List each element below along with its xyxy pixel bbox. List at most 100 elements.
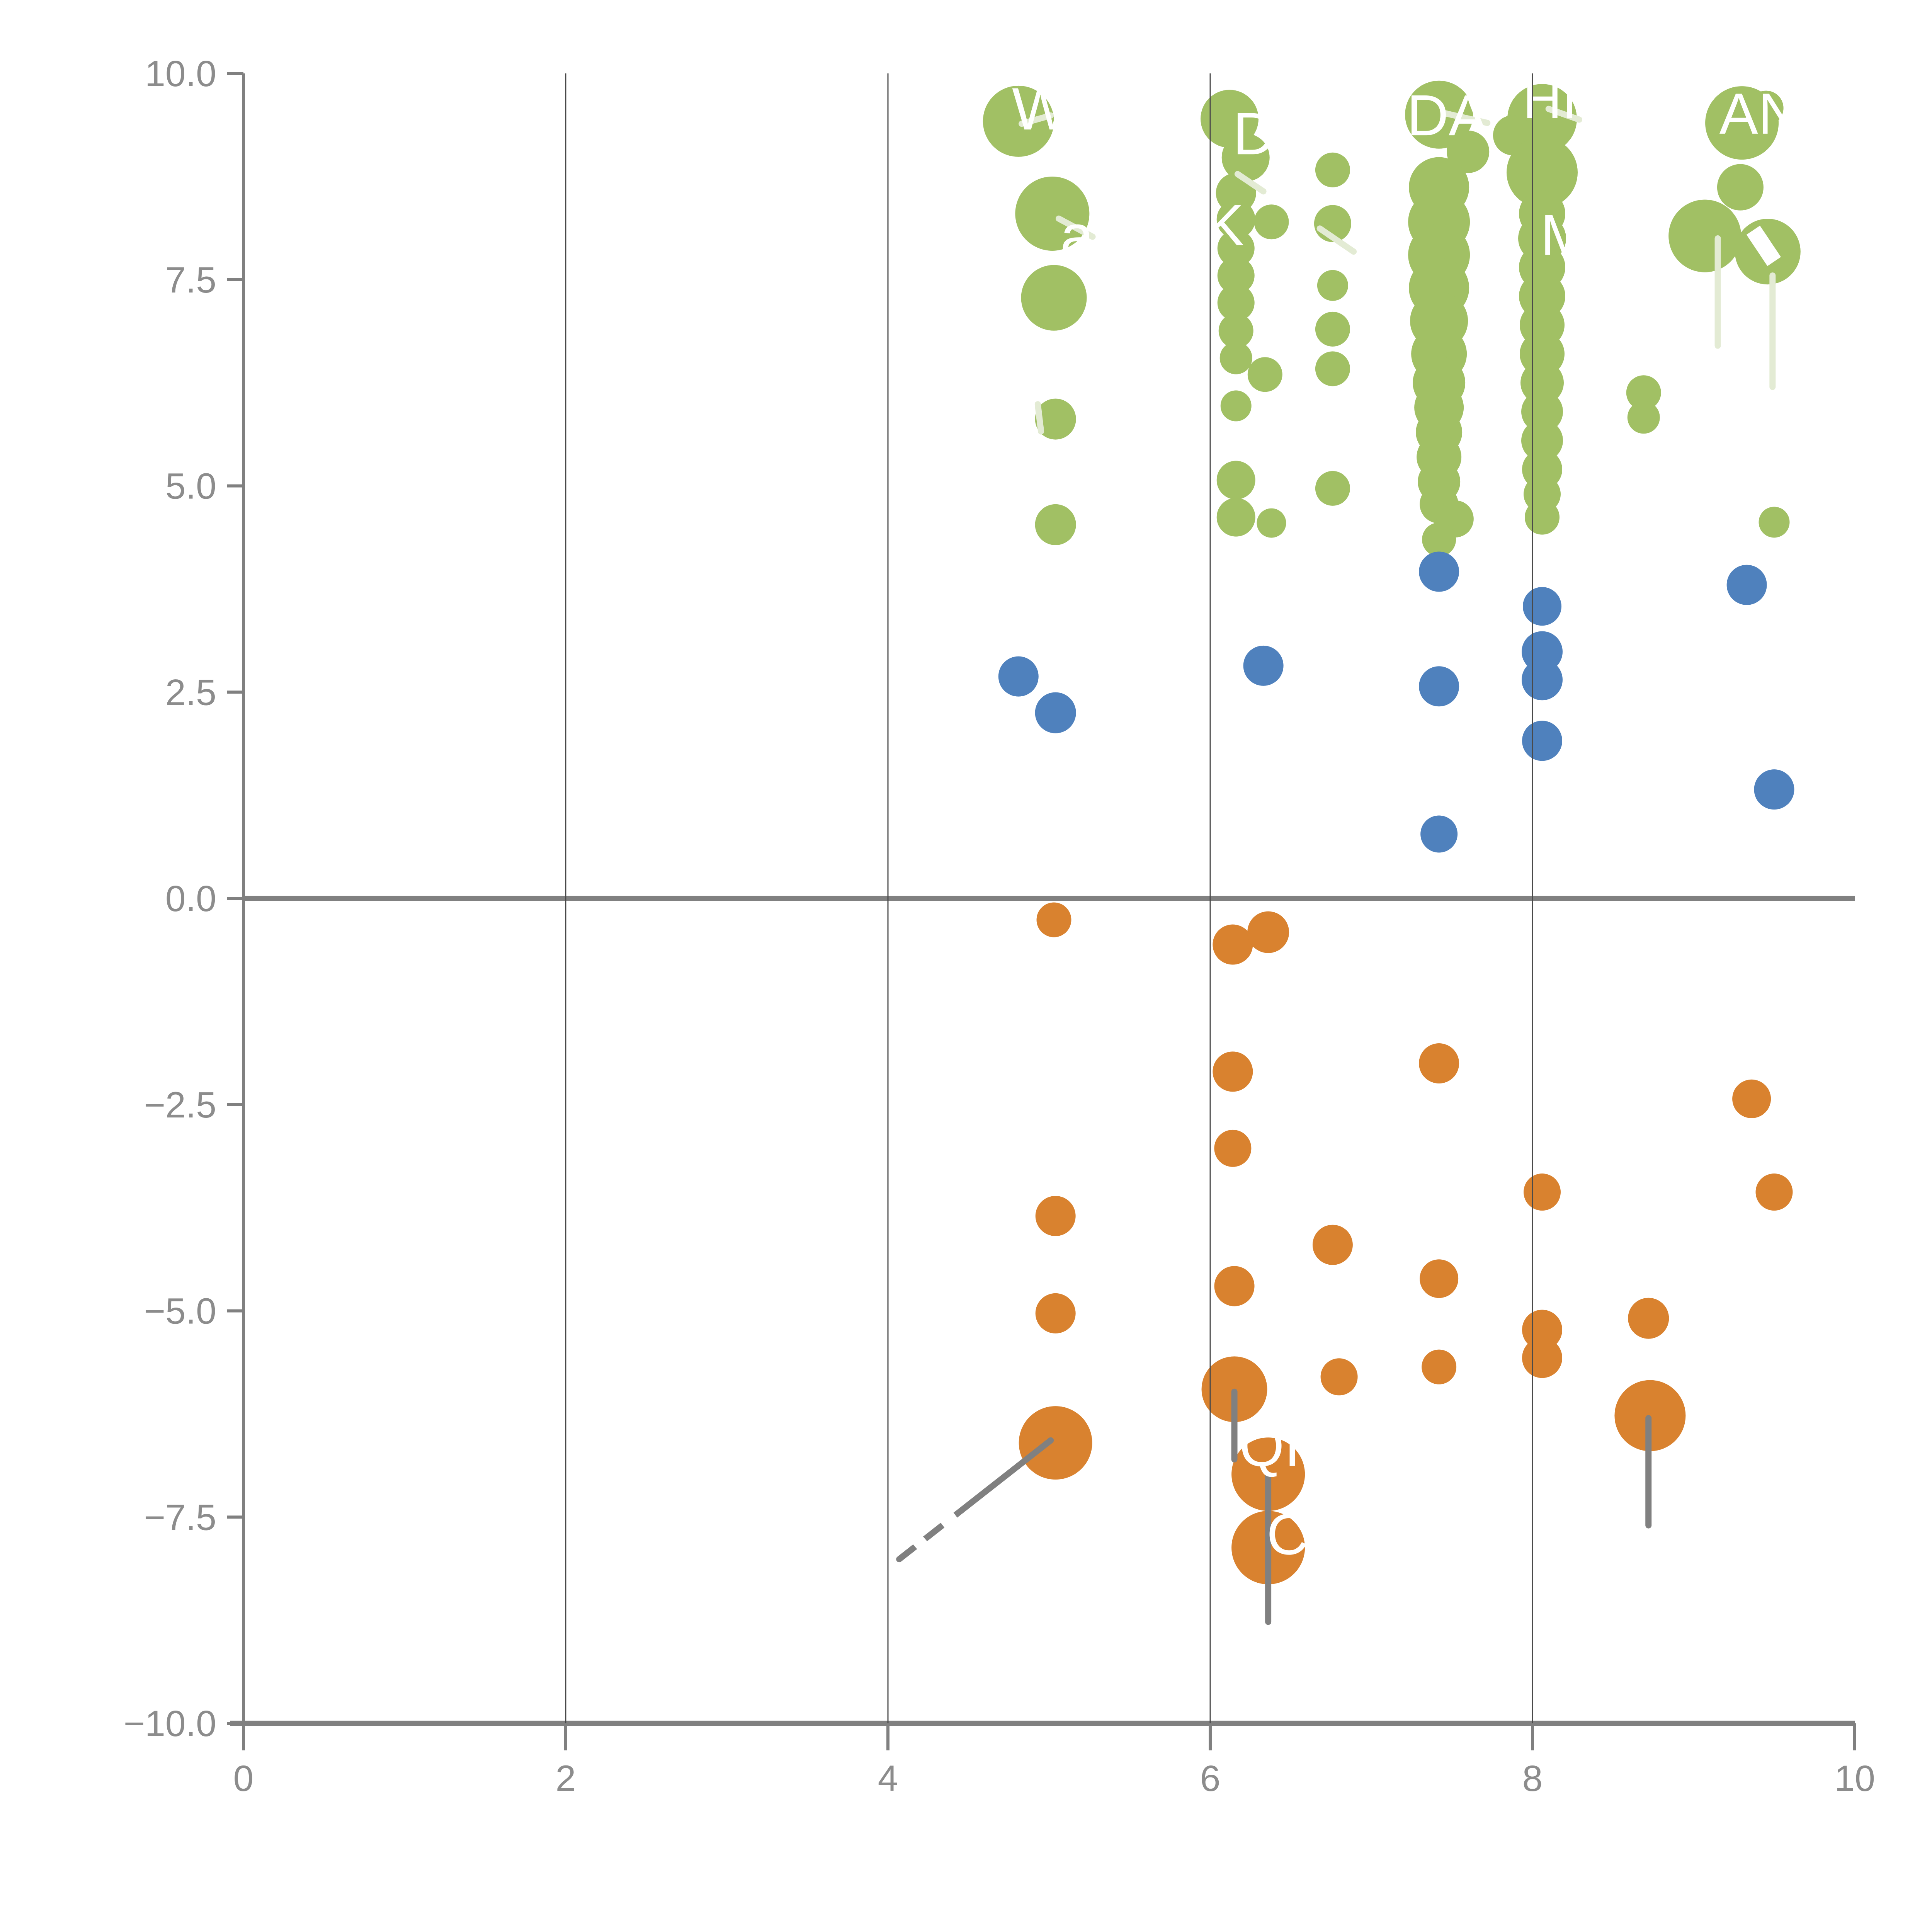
bubble-orange-negative [1320,1358,1358,1396]
bubble-green-positive-large [1627,401,1660,434]
bubble-green-positive-large [1201,90,1259,148]
bubble-green-positive-large [1220,390,1252,422]
leader-line-light [1234,171,1267,195]
y-tick-label: −2.5 [144,1085,216,1126]
gridlines-layer [565,73,1533,1723]
bubble-green-positive-large [1217,257,1255,294]
bubble-orange-negative [1422,1349,1457,1384]
leader-line-light [1545,105,1582,123]
bubble-blue-mid [1522,659,1563,701]
leader-line-light [1440,110,1491,126]
y-tick-label: −7.5 [144,1497,216,1538]
bubble-orange-negative [1035,1293,1076,1333]
annotation-labels-layer: Wa DK DA HI ANA M QI C [1012,69,1838,1566]
tick-labels-layer: 10.0 7.5 5.0 2.5 0.0 −2.5 −5.0 −7.5 −10.0 0 2 4 6 8 10 [124,53,1875,1799]
y-tick-label: 5.0 [165,466,216,507]
y-tick-label: 2.5 [165,672,216,713]
white-cut-mark [939,1511,959,1530]
bubble-blue-mid [1726,565,1767,605]
bubble-green-positive-large [1521,420,1563,462]
annotation-label: DA [1407,83,1487,148]
leader-line-light [1034,401,1044,435]
bubble-green-positive-large [1507,137,1578,208]
bubble-green-positive-large [1315,152,1350,187]
y-tick-label: 10.0 [145,53,216,94]
bubble-green-positive-large [1216,498,1255,537]
bubble-green-positive-large [1405,80,1473,149]
bubble-orange-negative [1312,1225,1353,1265]
bubble-green-positive-large [1520,361,1564,405]
leader-line-light [1056,215,1096,240]
bubble-blue-mid [1523,587,1562,626]
bubble-orange-negative [1247,911,1289,953]
bubble-orange-negative [1628,1298,1669,1339]
bubble-green-positive-large [1717,164,1764,211]
bubble-green-positive-large [1315,471,1350,506]
axes-layer [227,72,1856,1750]
x-tick-label: 4 [878,1758,898,1799]
y-tick-label: −10.0 [124,1703,216,1744]
bubble-orange-negative [1524,1173,1561,1211]
bubble-green-positive-large [1015,176,1090,251]
y-tick-label: −5.0 [144,1291,216,1332]
bubble-green-positive-large [1748,90,1784,126]
bubble-green-positive-large [1035,504,1076,545]
x-tick-label: 10 [1834,1758,1875,1799]
bubble-green-positive-large [983,85,1054,157]
white-cut-mark [1746,225,1781,266]
annotation-label: a [1060,202,1094,269]
annotation-label: QI [1239,1413,1300,1478]
bubble-green-positive-large [1447,130,1490,173]
bubble-orange-negative [1214,1129,1252,1167]
bubble-orange-negative [1036,902,1071,937]
bubble-blue-mid [998,656,1039,697]
bubble-blue-mid [1420,815,1458,853]
bubble-blue-mid [1419,551,1459,592]
bubble-green-positive-large [1221,133,1270,182]
x-tick-label: 6 [1200,1758,1221,1799]
bubble-green-positive-large [1217,230,1255,267]
leader-line-light [1019,112,1054,127]
bubble-green-positive-large [1525,500,1560,535]
bubble-green-positive-large [1257,508,1286,538]
leader-line-light [1316,225,1357,255]
bubble-green-positive-large [1021,265,1087,331]
bubble-green-positive-large [1315,351,1350,386]
annotation-label: W [1012,75,1068,142]
bubble-blue-mid [1419,666,1459,707]
annotation-label: HI [1523,69,1577,129]
bubble-green-positive-large [1317,270,1348,301]
bubble-orange-negative [1732,1079,1771,1118]
bubble-orange-negative [1420,1259,1459,1298]
bubble-orange-negative [1419,1043,1459,1083]
bubble-orange-negative [1522,1338,1563,1378]
bubble-blue-mid [1243,645,1284,686]
annotation-label: K [1205,192,1244,257]
annotation-label: ANA [1719,81,1838,146]
bubble-green-positive-large [1315,311,1350,347]
bubble-orange-negative [1755,1173,1793,1211]
bubble-green-positive-large [1035,398,1076,440]
annotation-label: M [1541,202,1589,267]
bubble-orange-negative [1035,1196,1076,1236]
bubble-green-positive-large [1254,204,1289,240]
bubble-green-positive-large [1759,507,1790,538]
x-tick-label: 8 [1522,1758,1543,1799]
annotation-label: D [1233,100,1276,167]
bubble-blue-mid [1035,692,1076,733]
bubble-green-positive-large [1218,313,1253,349]
bubble-blue-mid [1754,769,1794,810]
bubble-blue-mid [1522,721,1563,761]
bubble-green-positive-large [1668,199,1742,272]
y-tick-label: 0.0 [165,878,216,919]
annotation-label: C [1267,1502,1308,1566]
white-cut-mark [910,1532,928,1550]
bubble-green-positive-large [1219,342,1252,374]
bubble-green-positive-large [1521,391,1563,433]
bubble-orange-negative [1213,1051,1253,1092]
x-tick-label: 0 [233,1758,254,1799]
